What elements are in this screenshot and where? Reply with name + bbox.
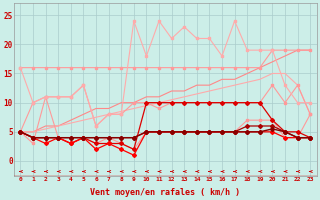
X-axis label: Vent moyen/en rafales ( km/h ): Vent moyen/en rafales ( km/h ) <box>90 188 240 197</box>
